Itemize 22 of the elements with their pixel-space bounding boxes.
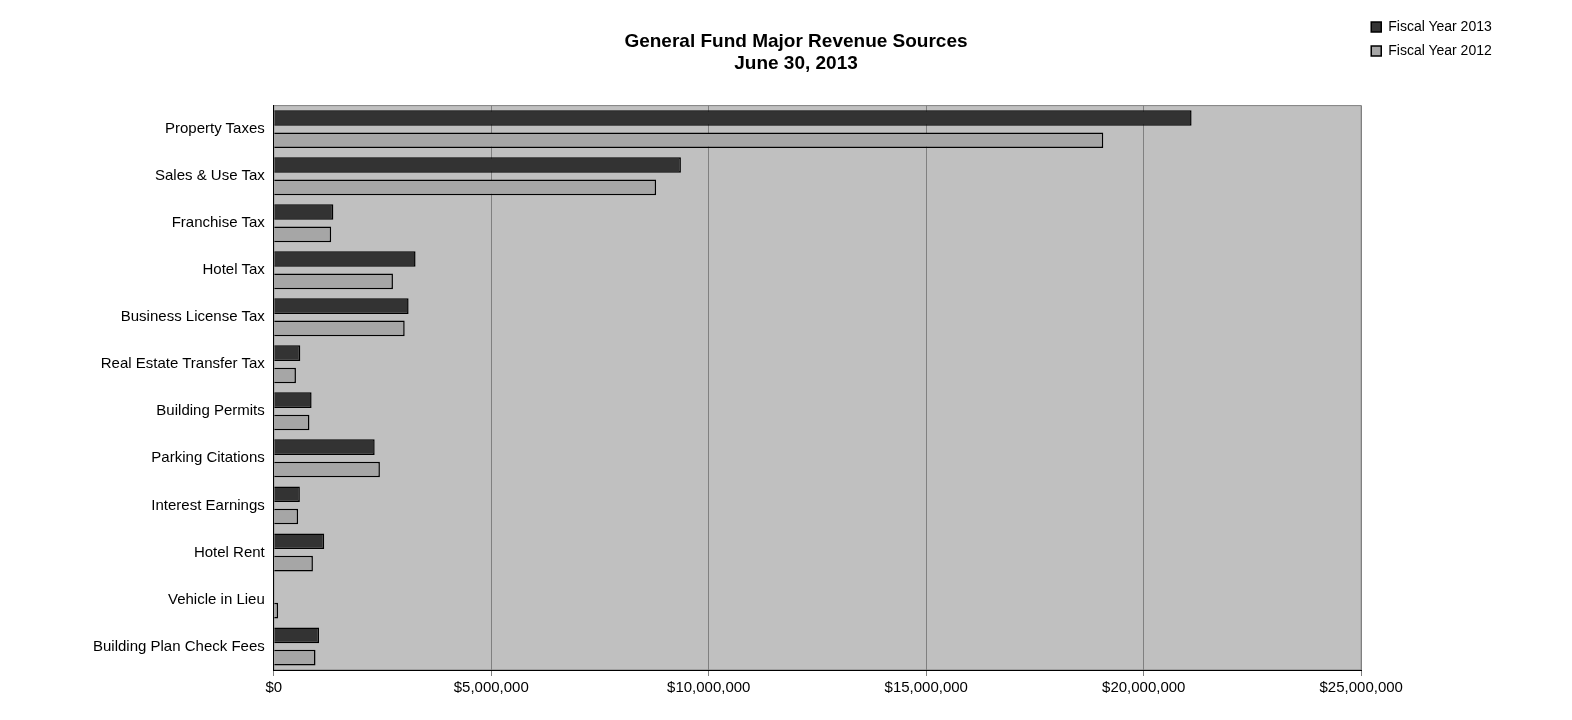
legend-label: Fiscal Year 2013 [1388, 17, 1492, 34]
y-tick-label: Interest Earnings [151, 495, 265, 513]
y-tick-label: Franchise Tax [171, 213, 266, 231]
y-tick-label: Parking Citations [151, 448, 265, 466]
y-tick-label: Hotel Rent [193, 542, 266, 560]
x-tick-label: $20,000,000 [1102, 678, 1186, 696]
y-tick-label: Sales & Use Tax [154, 166, 266, 184]
x-tick-label: $5,000,000 [453, 678, 529, 696]
y-tick-label: Building Plan Check Fees [92, 636, 265, 654]
y-tick-label: Business License Tax [120, 307, 266, 325]
y-tick-label: Property Taxes [164, 119, 265, 137]
y-tick-label: Hotel Tax [202, 260, 266, 278]
x-tick-label: $25,000,000 [1319, 678, 1403, 696]
y-tick-label: Real Estate Transfer Tax [100, 354, 266, 372]
y-tick-label: Vehicle in Lieu [168, 589, 265, 607]
chart-title: General Fund Major Revenue Sources [624, 29, 968, 51]
y-tick-label: Building Permits [156, 401, 265, 419]
chart-subtitle: June 30, 2013 [734, 52, 858, 74]
x-tick-label: $15,000,000 [884, 678, 968, 696]
x-tick-label: $0 [265, 678, 283, 696]
legend-label: Fiscal Year 2012 [1388, 41, 1492, 58]
x-tick-label: $10,000,000 [667, 678, 751, 696]
